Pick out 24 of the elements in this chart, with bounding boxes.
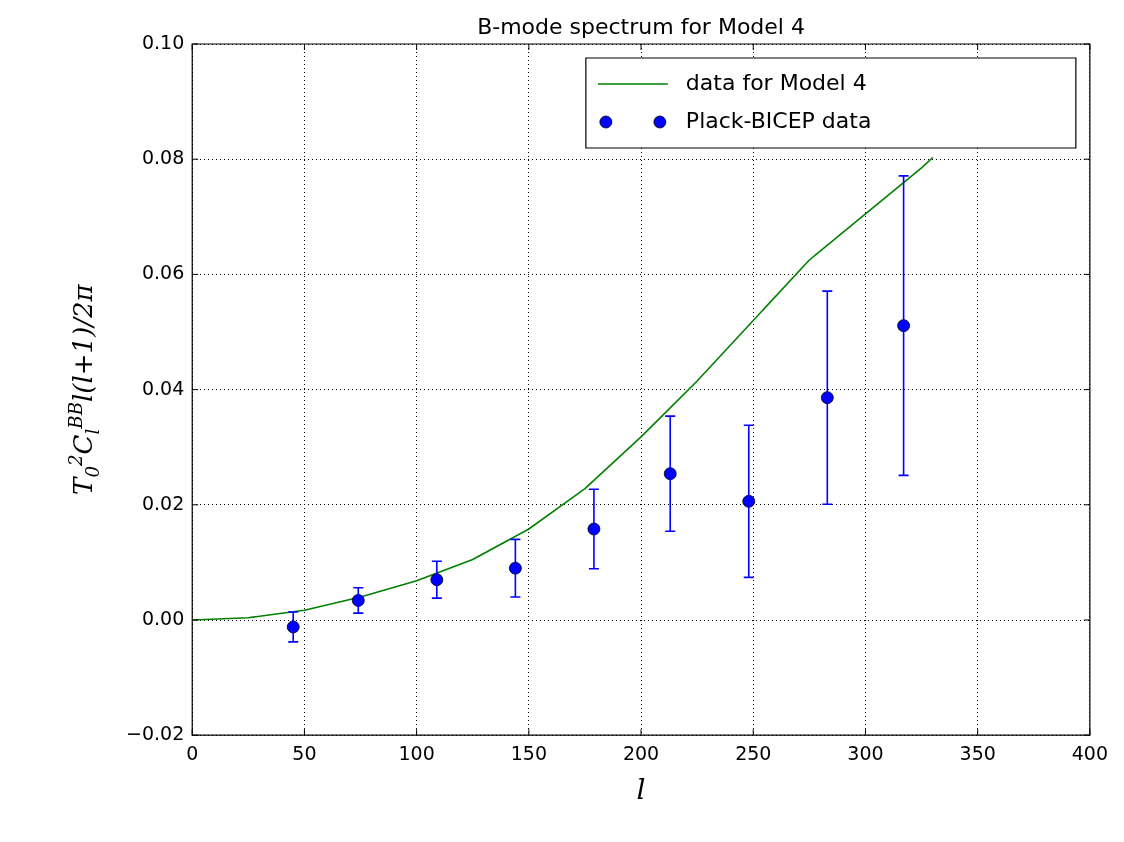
y-tick-label: 0.06 [141,261,185,284]
x-tick-label: 50 [292,741,317,764]
x-tick-label: 100 [398,741,435,764]
x-tick-label: 300 [847,741,884,764]
x-tick-label: 150 [510,741,547,764]
x-tick-label: 0 [186,741,199,764]
chart-title: B-mode spectrum for Model 4 [477,14,805,39]
x-tick-label: 350 [959,741,996,764]
legend-label: Plack-BICEP data [685,107,872,133]
y-tick-label: 0.00 [141,606,185,629]
x-axis-title: l [636,773,646,807]
y-tick-label: 0.08 [141,146,185,169]
point [897,319,911,333]
x-tick-label: 250 [735,741,772,764]
y-tick-label: 0.02 [141,491,185,514]
y-tick-label: 0.10 [141,30,185,53]
x-tick-label: 400 [1071,741,1108,764]
legend-label: data for Model 4 [685,69,867,95]
y-tick-label: 0.04 [141,376,185,399]
point [508,561,522,575]
y-tick-label: −0.02 [125,722,185,745]
x-tick-label: 200 [622,741,660,764]
y-axis-title: T02ClBBl(l+1)/2π [64,283,103,495]
point [820,391,834,405]
